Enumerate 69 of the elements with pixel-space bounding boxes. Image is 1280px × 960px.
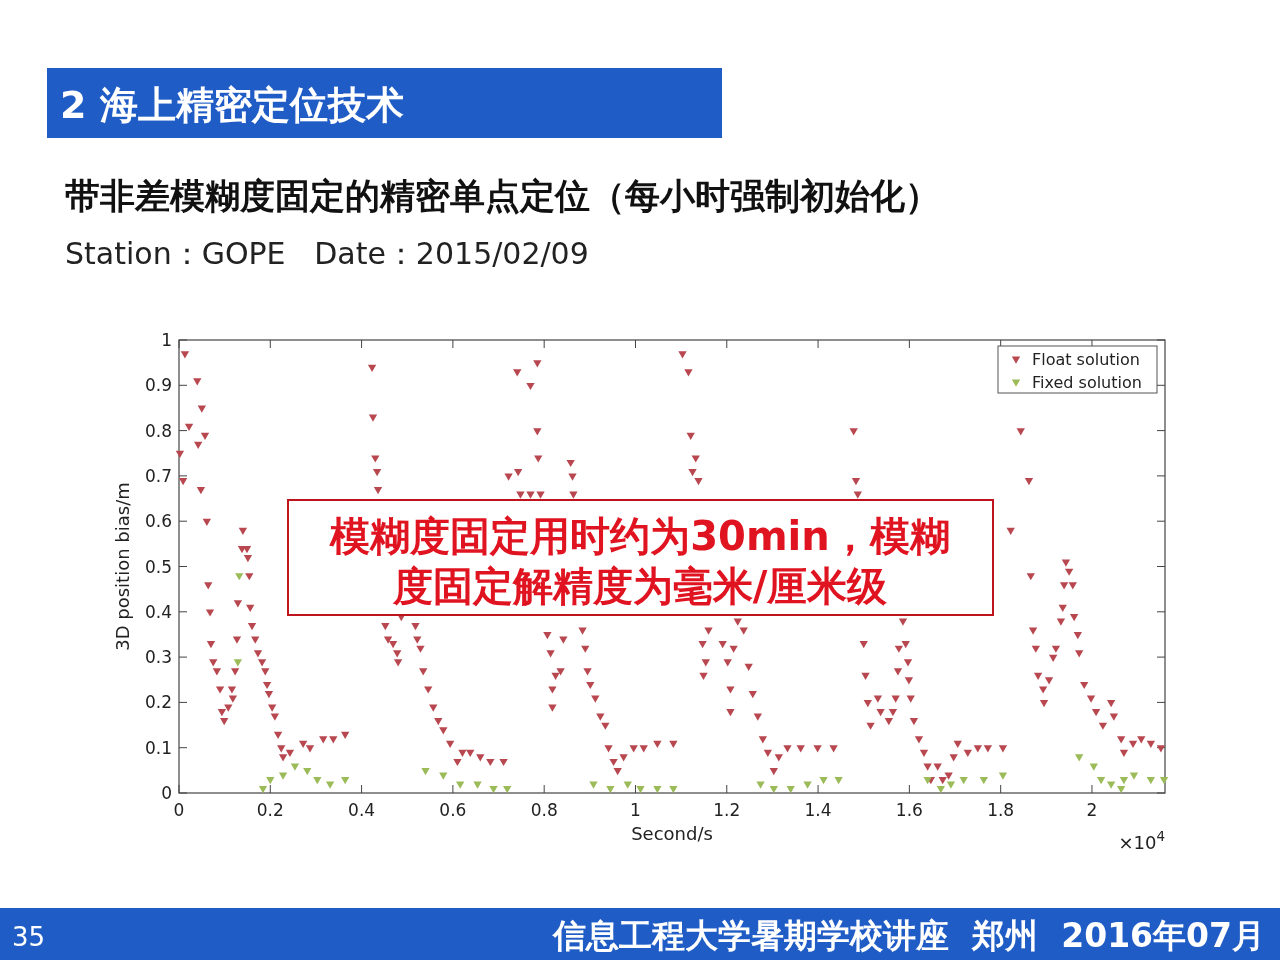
y-tick-label: 0.1 (144, 737, 172, 758)
x-tick-label: 1.8 (987, 800, 1015, 820)
y-tick-label: 1 (161, 330, 172, 350)
point (1096, 777, 1106, 785)
x-tick-label: 1.6 (895, 800, 923, 820)
y-tick-label: 0.2 (144, 692, 172, 713)
chart-subtitle: Station：GOPE Date：2015/02/09 (65, 236, 589, 271)
x-tick-label: 0.4 (348, 800, 376, 820)
x-axis-title: Second/s (631, 823, 713, 844)
point (819, 777, 828, 785)
x-tick-label: 0.2 (256, 800, 284, 820)
point (606, 786, 615, 794)
y-tick-label: 0.8 (144, 420, 172, 441)
y-axis-title: 3D position bias/m (112, 482, 133, 651)
annotation: 模糊度固定用时约为30min，模糊度固定解精度为毫米/厘米级 (329, 513, 950, 609)
y-tick-label: 0.3 (144, 647, 172, 668)
point (325, 781, 335, 789)
point (341, 777, 350, 785)
text: ×10$^{4}$ (1118, 828, 1165, 853)
point (1119, 777, 1129, 785)
x-tick-label: 2 (1086, 800, 1098, 820)
point (936, 786, 946, 794)
point (979, 777, 988, 785)
y-tick-label: 0.6 (144, 511, 172, 532)
chart-title: 带非差模糊度固定的精密单点定位（每小时强制初始化） (65, 176, 940, 216)
y-tick-label: 0.4 (144, 601, 172, 622)
point (946, 781, 956, 789)
point (959, 777, 968, 785)
point (1129, 772, 1139, 780)
y-tick-label: 0.5 (144, 556, 172, 577)
point (235, 573, 244, 581)
x-tick-label: 0.8 (530, 800, 558, 820)
point (266, 777, 275, 785)
point (1089, 763, 1098, 771)
text: 35 (12, 922, 46, 952)
point (489, 786, 498, 794)
x-tick-label: 0.6 (439, 800, 467, 820)
y-tick-label: 0.9 (144, 375, 172, 396)
point (1159, 777, 1169, 785)
x-tick-label: 1 (630, 800, 641, 820)
legend-label: Float solution (1032, 350, 1140, 369)
point (473, 781, 482, 789)
point (258, 786, 268, 794)
point (669, 786, 678, 794)
text: 2 海上精密定位技术 (60, 83, 404, 127)
point (290, 763, 300, 771)
point (769, 786, 778, 794)
text: 信息工程大学暑期学校讲座 郑州 2016年07月 (551, 916, 1265, 955)
point (636, 786, 645, 794)
point (503, 786, 512, 794)
point (589, 781, 598, 789)
point (1117, 786, 1126, 794)
y-tick-label: 0.7 (144, 465, 172, 486)
x-tick-label: 1.4 (804, 800, 832, 820)
point (303, 767, 312, 776)
point (1075, 754, 1084, 762)
point (421, 767, 430, 776)
point (834, 777, 843, 785)
point (233, 659, 243, 667)
point (998, 772, 1008, 780)
point (313, 777, 322, 785)
legend-label: Fixed solution (1032, 373, 1142, 392)
y-tick-label: 0 (161, 783, 172, 803)
point (439, 772, 448, 780)
point (786, 786, 795, 794)
point (653, 786, 662, 794)
point (1146, 777, 1156, 785)
point (278, 772, 288, 780)
x-tick-label: 1.2 (713, 800, 741, 820)
